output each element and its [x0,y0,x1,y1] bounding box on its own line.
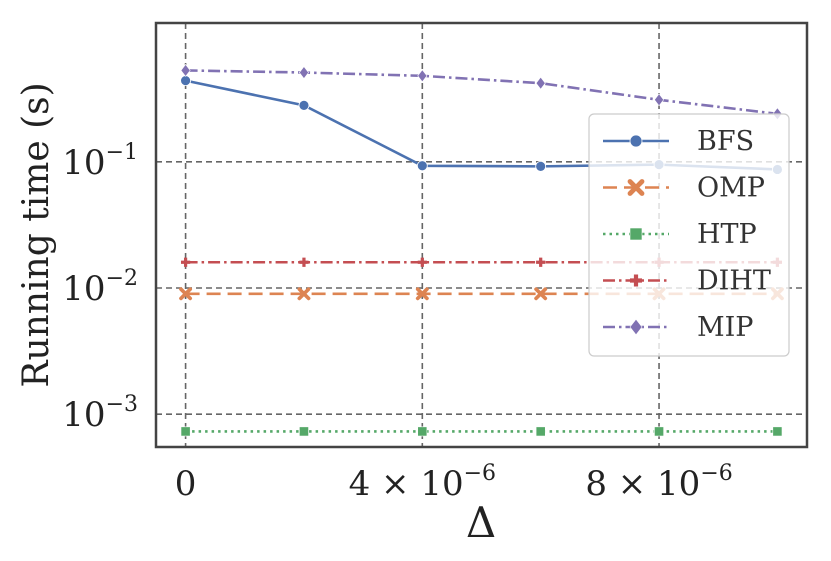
legend-marker [627,179,645,196]
bfs-point [180,75,191,87]
mip-point [180,63,191,77]
legend-label: HTP [697,219,757,250]
mip-line [185,69,778,116]
diht-point [536,257,546,267]
x-tick-label: 8 × 10−6 [585,461,732,504]
legend-label: DIHT [697,266,771,297]
htp-point [654,426,664,437]
htp-point [535,426,546,437]
x-axis-label: Δ [466,498,496,547]
legend: BFS OMP HTP DIHT MIP [588,113,790,357]
omp-point [179,287,193,301]
legend-entry-omp: OMP [603,173,765,204]
x-tick-label: 4 × 10−6 [349,461,496,504]
legend-marker [630,274,642,287]
y-tick-label: 10−1 [62,140,138,183]
htp-point [417,426,428,437]
legend-marker [629,227,643,241]
bfs-point [298,99,310,111]
htp-point [180,426,191,437]
bfs-point [535,160,547,172]
legend-marker [629,134,643,148]
mip-point [654,93,665,107]
omp-point [415,287,429,301]
tick-labels: 10−1 10−2 10−3 0 4 × 10−6 8 × 10−6 [62,140,732,504]
htp-point [772,426,783,437]
y-tick-label: 10−3 [62,392,138,435]
legend-label: BFS [697,126,754,157]
y-axis-label: Running time (s) [16,82,57,387]
x-tick-label: 0 [175,464,197,504]
legend-entry-htp: HTP [603,219,757,250]
y-tick-label: 10−2 [62,266,138,309]
series-htp [180,426,783,437]
diht-point [417,257,427,267]
legend-box [588,113,790,357]
plot-frame [154,21,809,449]
htp-point [299,426,309,437]
diht-point [180,257,191,267]
diht-point [299,257,309,267]
legend-label: OMP [697,173,765,204]
legend-entry-bfs: BFS [603,126,754,157]
omp-point [534,287,548,301]
mip-point [535,76,546,90]
series-mip [180,63,783,121]
legend-marker [629,318,643,336]
legend-label: MIP [697,312,753,343]
legend-entry-mip: MIP [603,312,753,343]
bfs-point [416,160,428,172]
mip-point [417,69,428,83]
omp-point [297,287,311,301]
mip-point [298,66,309,79]
legend-entry-diht: DIHT [603,266,771,297]
